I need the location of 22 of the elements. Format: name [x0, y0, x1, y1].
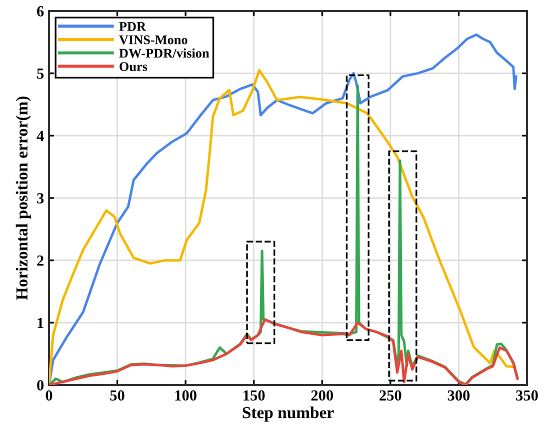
y-tick-label: 2	[37, 256, 44, 266]
legend-label: VINS-Mono	[119, 35, 188, 44]
legend-label: DW-PDR/vision	[119, 48, 210, 58]
y-tick-label: 3	[37, 193, 44, 204]
x-tick-label: 250	[380, 390, 402, 401]
line-series	[49, 318, 519, 385]
legend-label: PDR	[119, 22, 146, 31]
y-axis-title: Horizontal position error(m)	[16, 96, 31, 300]
x-tick-label: 200	[311, 390, 334, 401]
legend-label: Ours	[120, 62, 148, 72]
x-tick-label: 0	[46, 390, 52, 401]
x-tick-label: 300	[448, 390, 470, 401]
y-tick-label: 1	[38, 318, 44, 328]
y-tick-label: 0	[37, 380, 44, 390]
y-tick-label: 4	[36, 130, 44, 141]
x-tick-label: 150	[244, 390, 265, 401]
x-tick-label: 50	[110, 390, 124, 401]
y-tick-label: 5	[37, 68, 44, 79]
y-tick-label: 6	[37, 6, 44, 16]
x-tick-label: 100	[175, 390, 196, 401]
x-tick-label: 350	[516, 390, 538, 401]
x-axis-title: Step number	[242, 406, 334, 422]
